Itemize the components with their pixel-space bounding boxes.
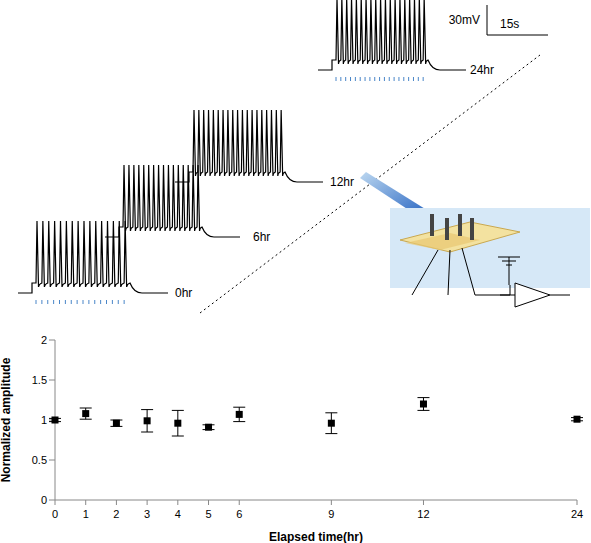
svg-text:1: 1	[83, 508, 89, 520]
svg-text:1: 1	[41, 414, 47, 426]
svg-text:0.5: 0.5	[32, 454, 47, 466]
svg-text:2: 2	[113, 508, 119, 520]
svg-text:4: 4	[175, 508, 181, 520]
svg-text:5: 5	[205, 508, 211, 520]
svg-text:24: 24	[571, 508, 583, 520]
svg-text:0hr: 0hr	[175, 286, 192, 300]
svg-text:12: 12	[417, 508, 429, 520]
svg-text:Elapsed time(hr): Elapsed time(hr)	[269, 530, 363, 543]
svg-text:24hr: 24hr	[470, 63, 494, 77]
svg-text:6: 6	[236, 508, 242, 520]
svg-text:9: 9	[328, 508, 334, 520]
svg-text:3: 3	[144, 508, 150, 520]
svg-text:0: 0	[52, 508, 58, 520]
svg-text:1.5: 1.5	[32, 374, 47, 386]
svg-text:Normalized amplitude: Normalized amplitude	[8, 357, 13, 482]
svg-text:15s: 15s	[500, 17, 519, 31]
svg-text:2: 2	[41, 334, 47, 346]
svg-text:0: 0	[41, 494, 47, 506]
svg-text:30mV: 30mV	[449, 13, 480, 27]
svg-text:6hr: 6hr	[253, 230, 270, 244]
svg-text:12hr: 12hr	[330, 175, 354, 189]
